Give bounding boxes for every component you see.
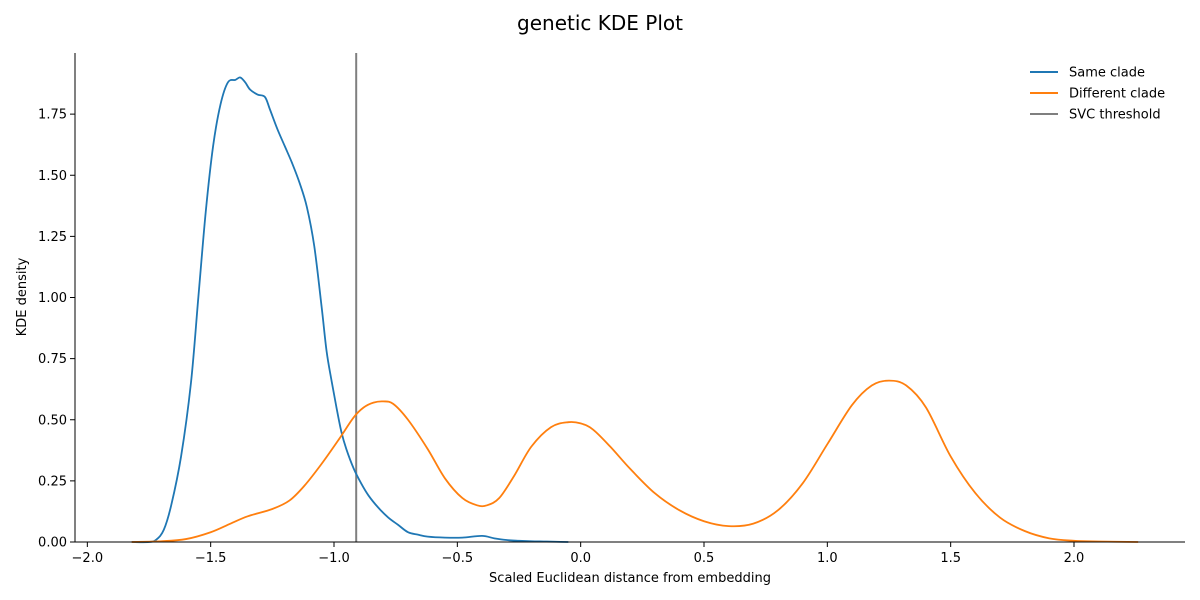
y-tick-label: 1.00	[38, 291, 67, 306]
y-tick-label: 0.25	[38, 474, 67, 489]
plot-marks	[131, 53, 1139, 544]
x-tick-label: 1.5	[940, 551, 961, 566]
y-tick-label: 1.25	[38, 230, 67, 245]
x-tick-label: −2.0	[72, 551, 104, 566]
x-tick-label: 0.5	[694, 551, 715, 566]
legend-label-svc-threshold: SVC threshold	[1069, 108, 1161, 123]
y-ticks: 0.00 0.25 0.50 0.75 1.00 1.25 1.50 1.75	[38, 108, 75, 551]
y-tick-label: 1.50	[38, 169, 67, 184]
y-tick-label: 1.75	[38, 108, 67, 123]
x-tick-label: −1.0	[318, 551, 350, 566]
different-clade-line	[131, 379, 1139, 543]
x-ticks: −2.0 −1.5 −1.0 −0.5 0.0 0.5 1.0 1.5 2.0	[72, 542, 1085, 566]
same-clade-line	[131, 76, 569, 544]
y-tick-label: 0.00	[38, 536, 67, 551]
x-tick-label: 2.0	[1064, 551, 1085, 566]
x-tick-label: −0.5	[442, 551, 474, 566]
x-tick-label: 0.0	[570, 551, 591, 566]
y-tick-label: 0.50	[38, 413, 67, 428]
x-axis-label: Scaled Euclidean distance from embedding	[489, 571, 771, 586]
legend-label-same-clade: Same clade	[1069, 66, 1145, 81]
y-axis-label: KDE density	[15, 257, 30, 336]
x-tick-label: −1.5	[195, 551, 227, 566]
legend: Same clade Different clade SVC threshold	[1030, 66, 1165, 123]
legend-label-different-clade: Different clade	[1069, 87, 1165, 102]
chart-title: genetic KDE Plot	[517, 11, 683, 35]
y-tick-label: 0.75	[38, 352, 67, 367]
x-tick-label: 1.0	[817, 551, 838, 566]
